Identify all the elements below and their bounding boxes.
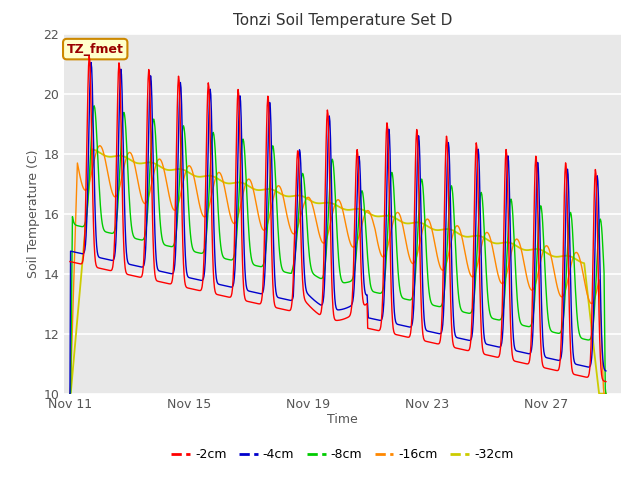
Y-axis label: Soil Temperature (C): Soil Temperature (C) [28, 149, 40, 278]
Legend: -2cm, -4cm, -8cm, -16cm, -32cm: -2cm, -4cm, -8cm, -16cm, -32cm [166, 443, 518, 466]
Text: TZ_fmet: TZ_fmet [67, 43, 124, 56]
Title: Tonzi Soil Temperature Set D: Tonzi Soil Temperature Set D [233, 13, 452, 28]
X-axis label: Time: Time [327, 413, 358, 426]
